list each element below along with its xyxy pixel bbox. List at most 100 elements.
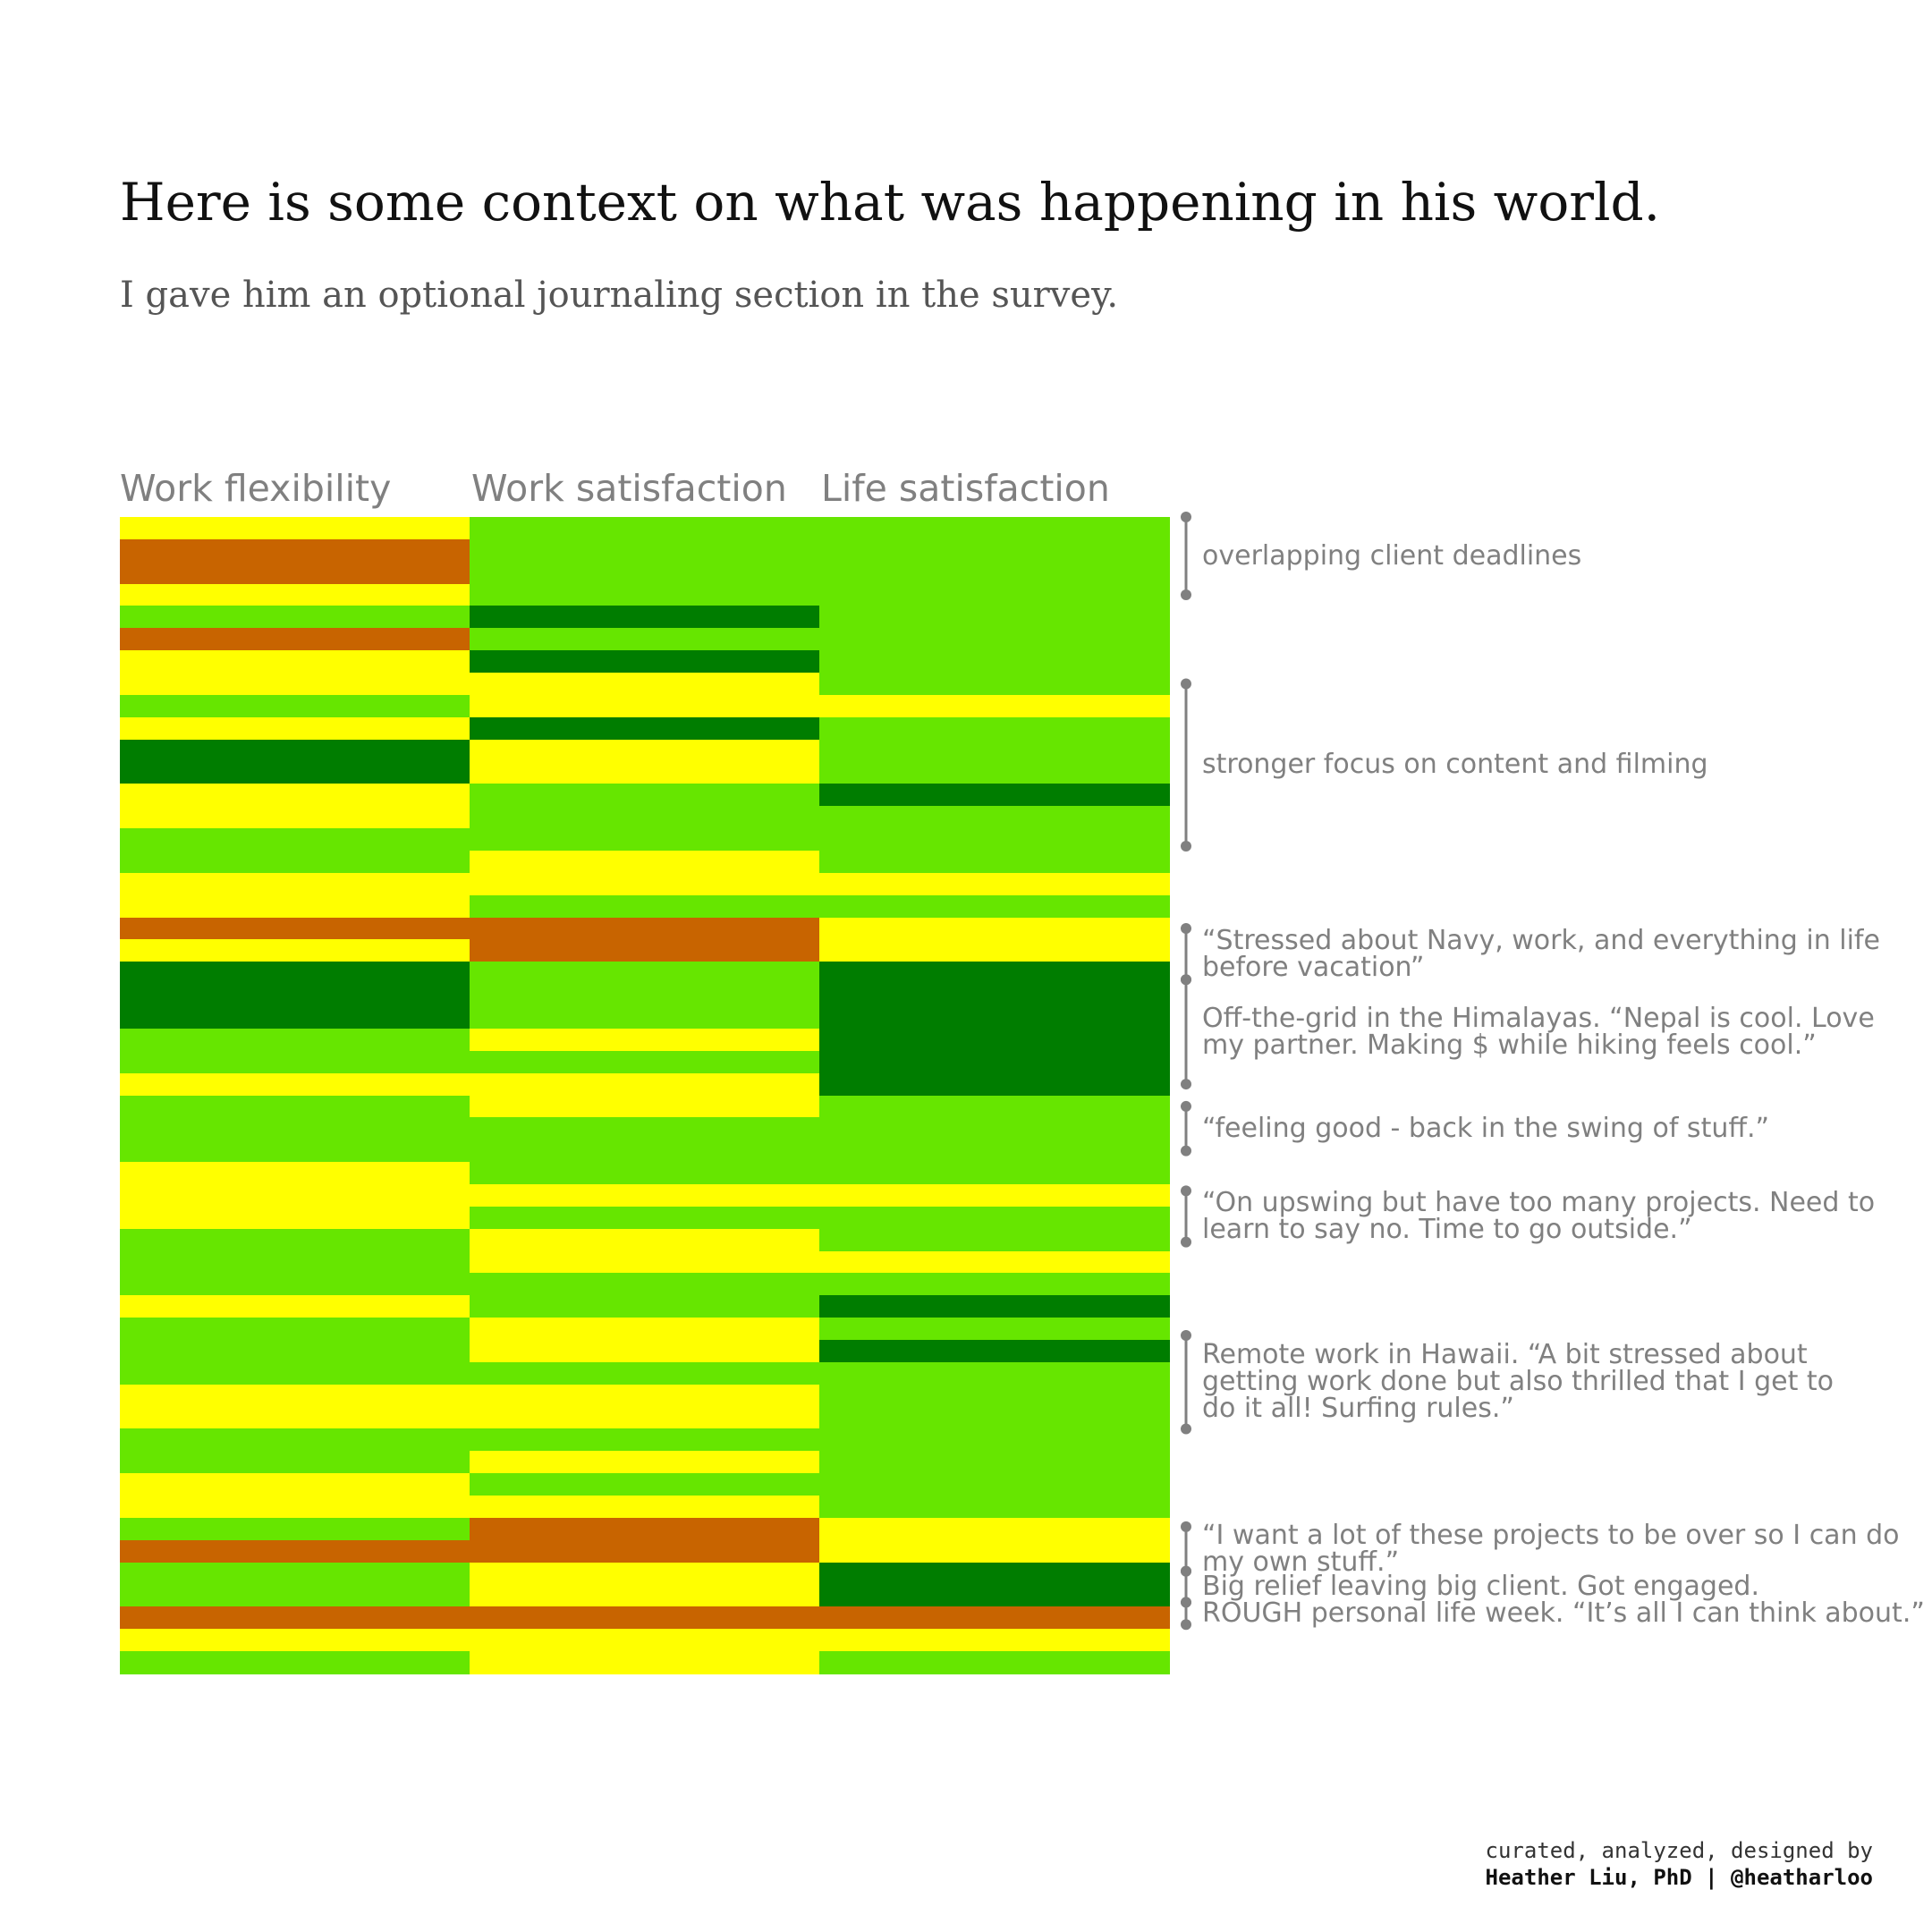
heatmap-cell [120,716,470,741]
heatmap-cell [819,1451,1170,1474]
heatmap-cell [120,939,470,962]
heatmap-cell [120,1651,470,1674]
heatmap-cell [470,1295,820,1318]
heatmap-cell [120,1140,470,1163]
heatmap-cell [819,1140,1170,1163]
heatmap-cell [819,1473,1170,1496]
annotation-bracket-dot [1181,1330,1191,1342]
heatmap-cell [120,917,470,941]
annotation-bracket-dot [1181,1236,1191,1248]
heatmap-cell [120,1539,470,1563]
heatmap-cell [120,1273,470,1296]
annotation-bracket-dot [1181,1565,1191,1577]
heatmap-cell [120,1629,470,1652]
heatmap-cell [120,872,470,896]
annotation-bracket-dot [1181,974,1191,986]
heatmap-cell [470,1117,820,1140]
heatmap-cell [819,1406,1170,1430]
annotation-note: “feeling good - back in the swing of stu… [1202,1112,1770,1144]
heatmap-cell [120,1295,470,1318]
heatmap-cell [819,984,1170,1007]
heatmap-cell [819,1606,1170,1630]
heatmap-cell [819,739,1170,763]
heatmap-cell [819,1361,1170,1385]
heatmap-cell [470,894,820,919]
heatmap-cell [819,1095,1170,1118]
annotation-bracket-dot [1181,1619,1191,1631]
annotation-bracket-dot [1181,1100,1191,1112]
annotation-bracket-dot [1181,923,1191,935]
heatmap-cell [470,872,820,896]
heatmap-cell [120,1517,470,1541]
heatmap [120,517,1170,1674]
heatmap-cell [819,650,1170,674]
column-header-life-satisfaction: Life satisfaction [821,467,1110,510]
heatmap-cell [470,673,820,696]
annotation-bracket-dot [1181,512,1191,522]
chart-subtitle: I gave him an optional journaling sectio… [120,275,1119,316]
heatmap-cell [470,984,820,1007]
heatmap-cell [470,1517,820,1541]
annotation-bracket-dot [1181,974,1191,986]
heatmap-cell [819,1162,1170,1185]
heatmap-cell [470,1629,820,1652]
heatmap-cell [819,939,1170,962]
heatmap-cell [120,984,470,1007]
heatmap-cell [120,561,470,585]
annotation-bracket-dot [1181,1185,1191,1197]
heatmap-cell [819,1584,1170,1607]
annotation-note: “I want a lot of these projects to be ov… [1202,1519,1900,1578]
heatmap-cell [470,606,820,629]
heatmap-cell [120,1473,470,1496]
annotation-bracket-dot [1181,1565,1191,1577]
heatmap-cell [819,694,1170,718]
annotation-bracket-dot [1181,1079,1191,1090]
heatmap-cell [120,1095,470,1118]
annotation-bracket-dot [1181,841,1191,852]
heatmap-cell [120,894,470,919]
heatmap-cell [819,1006,1170,1030]
heatmap-cell [470,806,820,829]
heatmap-cell [470,1562,820,1586]
heatmap-cell [470,1050,820,1074]
heatmap-cell [470,761,820,784]
heatmap-cell [819,517,1170,540]
credit: curated, analyzed, designed by Heather L… [1486,1837,1873,1891]
heatmap-cell [470,828,820,852]
heatmap-cell [470,1451,820,1474]
heatmap-cell [120,1384,470,1408]
heatmap-cell [819,1250,1170,1274]
heatmap-cell [819,1496,1170,1519]
heatmap-cell [819,1629,1170,1652]
heatmap-cell [470,784,820,807]
heatmap-cell [120,1006,470,1030]
heatmap-cell [819,1117,1170,1140]
heatmap-cell [470,1095,820,1118]
heatmap-cell [470,1028,820,1052]
annotation-bracket-dot [1181,1145,1191,1157]
heatmap-cell [470,650,820,674]
heatmap-cell [819,806,1170,829]
heatmap-cell [120,694,470,718]
heatmap-cell [470,1250,820,1274]
heatmap-cell [819,716,1170,741]
heatmap-cell [470,1384,820,1408]
heatmap-cell [470,583,820,607]
heatmap-cell [120,1250,470,1274]
heatmap-cell [819,894,1170,919]
heatmap-cell [470,538,820,563]
heatmap-cell [120,1584,470,1607]
heatmap-cell [470,1606,820,1630]
heatmap-cell [470,1340,820,1363]
heatmap-cell [470,1318,820,1341]
heatmap-cell [819,850,1170,874]
heatmap-cell [120,761,470,784]
annotation-note: Off-the-grid in the Himalayas. “Nepal is… [1202,1002,1875,1061]
heatmap-cell [819,872,1170,896]
heatmap-cell [120,1340,470,1363]
heatmap-cell [120,1117,470,1140]
heatmap-cell [819,1428,1170,1452]
heatmap-cell [470,1539,820,1563]
heatmap-cell [470,1140,820,1163]
column-header-work-satisfaction: Work satisfaction [471,467,787,510]
